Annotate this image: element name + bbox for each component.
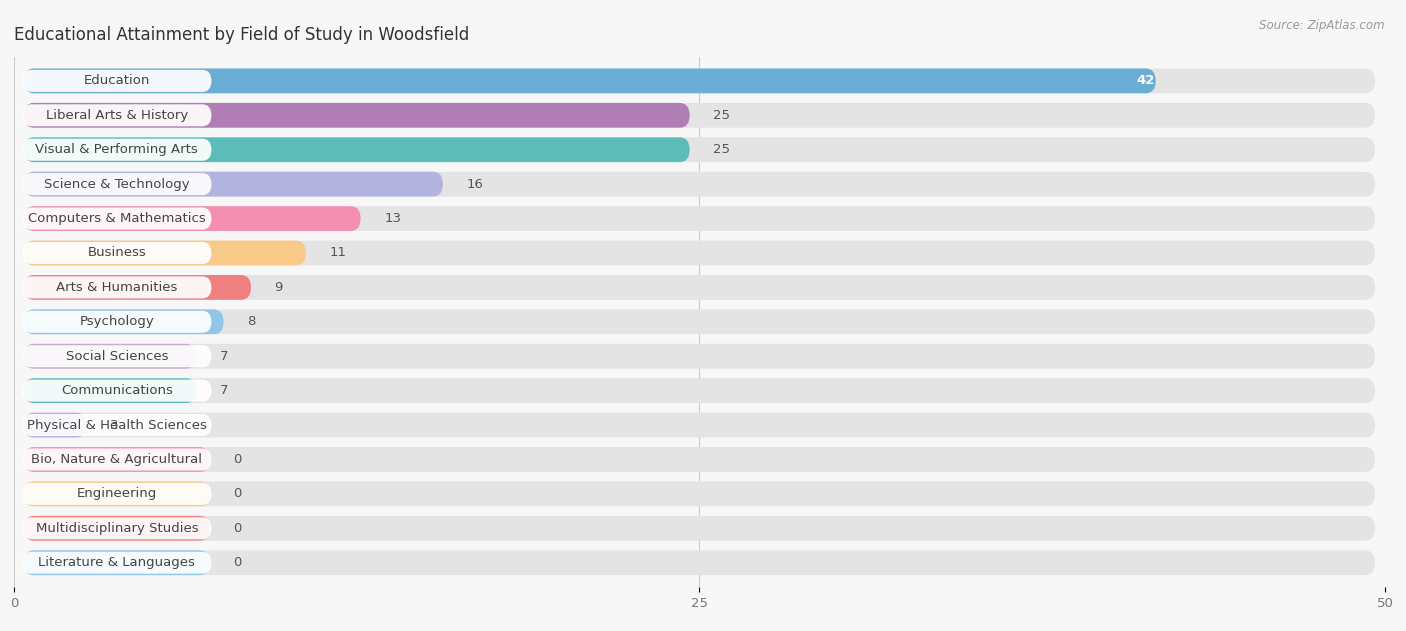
FancyBboxPatch shape [22,173,211,195]
Text: Arts & Humanities: Arts & Humanities [56,281,177,294]
FancyBboxPatch shape [22,449,211,471]
FancyBboxPatch shape [24,172,1375,196]
FancyBboxPatch shape [24,103,689,127]
FancyBboxPatch shape [24,275,1375,300]
Text: 0: 0 [233,522,242,535]
FancyBboxPatch shape [24,69,1156,93]
FancyBboxPatch shape [24,309,1375,334]
FancyBboxPatch shape [22,104,211,126]
Text: Social Sciences: Social Sciences [66,350,169,363]
FancyBboxPatch shape [22,380,211,402]
Text: 16: 16 [467,178,484,191]
Text: Bio, Nature & Agricultural: Bio, Nature & Agricultural [31,453,202,466]
FancyBboxPatch shape [24,516,1375,541]
FancyBboxPatch shape [24,481,1375,506]
FancyBboxPatch shape [24,103,1375,127]
FancyBboxPatch shape [22,345,211,367]
Text: 42: 42 [1136,74,1154,87]
Text: 7: 7 [219,384,228,397]
Text: 25: 25 [713,143,730,156]
Text: Engineering: Engineering [77,487,157,500]
Text: Literature & Languages: Literature & Languages [38,557,195,569]
FancyBboxPatch shape [24,240,1375,266]
Text: 13: 13 [384,212,401,225]
Text: Psychology: Psychology [80,316,155,328]
Text: Visual & Performing Arts: Visual & Performing Arts [35,143,198,156]
FancyBboxPatch shape [24,344,195,369]
Text: Business: Business [87,247,146,259]
FancyBboxPatch shape [22,276,211,298]
Text: 9: 9 [274,281,283,294]
Text: 8: 8 [247,316,256,328]
FancyBboxPatch shape [24,275,250,300]
Text: Liberal Arts & History: Liberal Arts & History [46,109,188,122]
Text: Science & Technology: Science & Technology [44,178,190,191]
FancyBboxPatch shape [24,413,86,437]
FancyBboxPatch shape [24,516,209,541]
FancyBboxPatch shape [22,414,211,436]
FancyBboxPatch shape [24,69,1375,93]
Text: 0: 0 [233,453,242,466]
FancyBboxPatch shape [24,413,1375,437]
FancyBboxPatch shape [24,378,195,403]
FancyBboxPatch shape [22,551,211,574]
FancyBboxPatch shape [24,447,1375,472]
Text: Educational Attainment by Field of Study in Woodsfield: Educational Attainment by Field of Study… [14,26,470,44]
FancyBboxPatch shape [24,138,689,162]
FancyBboxPatch shape [24,172,443,196]
FancyBboxPatch shape [22,70,211,92]
Text: Physical & Health Sciences: Physical & Health Sciences [27,418,207,432]
FancyBboxPatch shape [24,206,360,231]
Text: Communications: Communications [60,384,173,397]
Text: Multidisciplinary Studies: Multidisciplinary Studies [35,522,198,535]
FancyBboxPatch shape [24,447,209,472]
FancyBboxPatch shape [24,378,1375,403]
FancyBboxPatch shape [22,483,211,505]
FancyBboxPatch shape [24,481,209,506]
FancyBboxPatch shape [24,550,1375,575]
Text: Computers & Mathematics: Computers & Mathematics [28,212,205,225]
Text: 3: 3 [110,418,118,432]
FancyBboxPatch shape [24,240,305,266]
Text: 11: 11 [329,247,346,259]
FancyBboxPatch shape [22,208,211,230]
FancyBboxPatch shape [24,550,209,575]
FancyBboxPatch shape [24,138,1375,162]
FancyBboxPatch shape [22,139,211,161]
FancyBboxPatch shape [22,311,211,333]
Text: 25: 25 [713,109,730,122]
FancyBboxPatch shape [24,206,1375,231]
FancyBboxPatch shape [22,517,211,540]
Text: Source: ZipAtlas.com: Source: ZipAtlas.com [1260,19,1385,32]
FancyBboxPatch shape [24,344,1375,369]
Text: 0: 0 [233,557,242,569]
Text: Education: Education [84,74,150,87]
Text: 7: 7 [219,350,228,363]
FancyBboxPatch shape [22,242,211,264]
Text: 0: 0 [233,487,242,500]
FancyBboxPatch shape [24,309,224,334]
